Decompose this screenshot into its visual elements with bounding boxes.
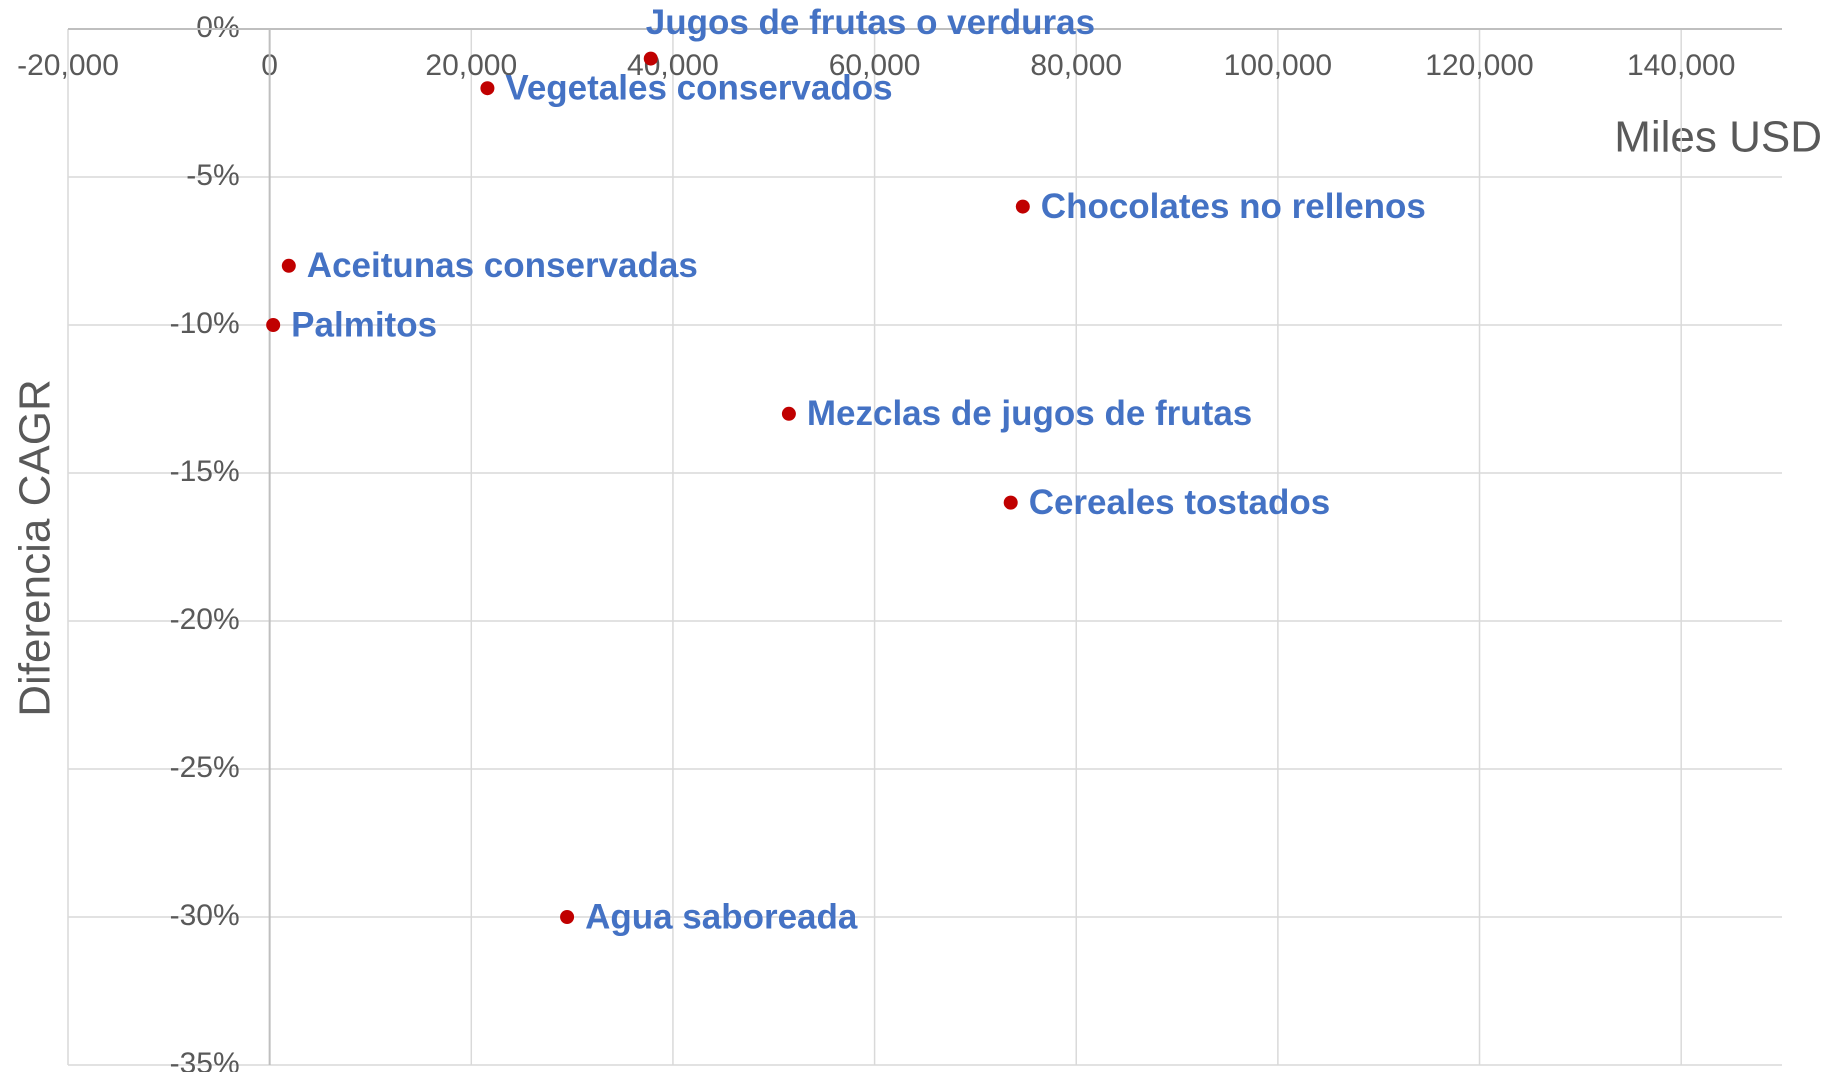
x-tick-label: 40,000 (627, 49, 719, 82)
point (643, 51, 658, 66)
y-tick-label: 0% (196, 11, 239, 44)
x-axis-title: Miles USD (1614, 113, 1822, 162)
point-label: Aceitunas conservadas (307, 246, 698, 285)
point-label: Palmitos (291, 305, 437, 344)
point (560, 910, 575, 924)
point-label: Vegetales conservados (505, 68, 892, 107)
point (480, 81, 495, 96)
x-tick-label: 60,000 (829, 49, 921, 82)
x-tick-label: 100,000 (1224, 49, 1332, 82)
point-label: Cereales tostados (1029, 483, 1331, 522)
point (1003, 495, 1018, 510)
point-label: Jugos de frutas o verduras (646, 3, 1095, 42)
y-axis-title: Diferencia CAGR (11, 379, 60, 716)
x-tick-label: 140,000 (1627, 49, 1735, 82)
point-label: Mezclas de jugos de frutas (807, 394, 1252, 433)
x-tick-label: 80,000 (1030, 49, 1122, 82)
x-tick-label: -20,000 (17, 49, 119, 82)
x-tick-label: 20,000 (425, 49, 517, 82)
point (781, 406, 796, 421)
point (1015, 199, 1030, 214)
point (266, 318, 281, 332)
y-tick-label: -20% (170, 603, 240, 636)
point-label: Chocolates no rellenos (1041, 187, 1426, 226)
y-tick-label: -10% (170, 307, 240, 340)
x-tick-label: 120,000 (1425, 49, 1533, 82)
y-tick-label: -25% (170, 751, 240, 784)
y-tick-label: -15% (170, 455, 240, 488)
y-tick-label: -35% (170, 1047, 240, 1072)
y-tick-label: -5% (186, 159, 239, 192)
point-label: Agua saboreada (585, 897, 858, 936)
y-tick-label: -30% (170, 899, 240, 932)
point (281, 258, 296, 273)
